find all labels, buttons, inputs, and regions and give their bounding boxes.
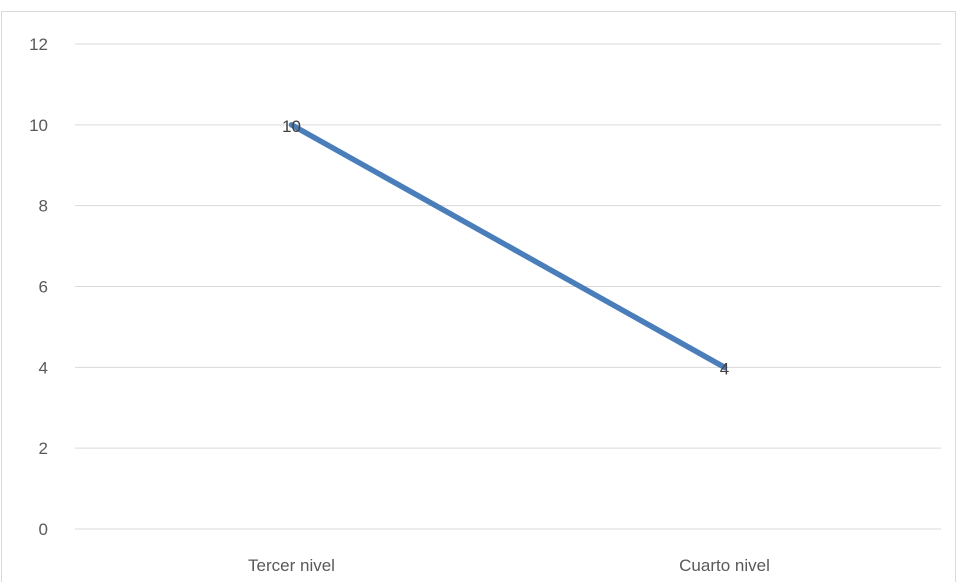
series-line-0 [292,125,725,368]
y-tick-label-2: 2 [39,439,48,458]
y-tick-label-0: 0 [39,520,48,539]
x-tick-label-1: Cuarto nivel [679,556,770,575]
y-tick-label-6: 6 [39,278,48,297]
data-label-0-0: 10 [282,117,301,136]
y-tick-label-8: 8 [39,197,48,216]
y-tick-label-10: 10 [29,116,48,135]
y-tick-label-12: 12 [29,35,48,54]
x-tick-label-0: Tercer nivel [248,556,335,575]
data-label-0-1: 4 [720,359,729,378]
y-tick-label-4: 4 [39,358,48,377]
